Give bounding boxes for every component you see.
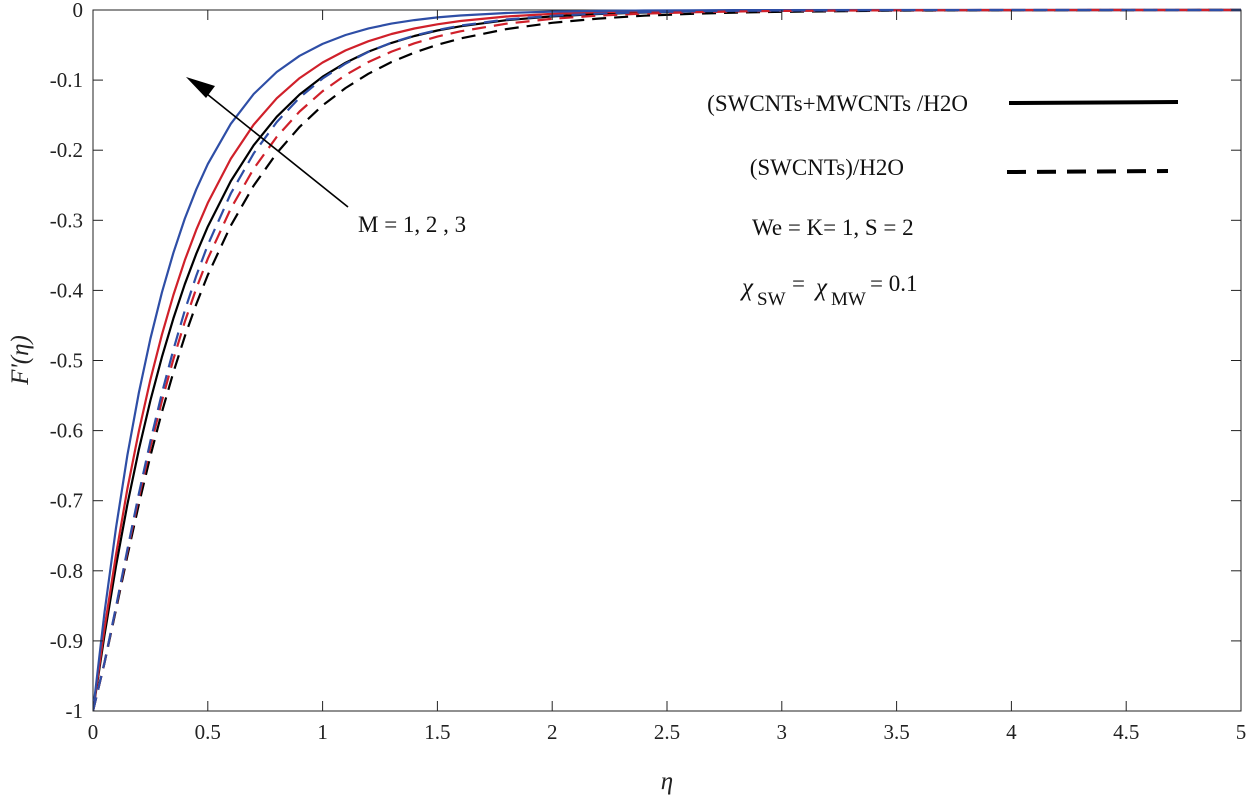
legend-label-swcnt: (SWCNTs)/H2O: [750, 155, 904, 180]
x-tick-label-1: 0.5: [195, 720, 221, 744]
x-tick-label-10: 5: [1236, 720, 1247, 744]
series-line-5-dashed: [93, 8, 1241, 711]
x-tick-label-0: 0: [88, 720, 99, 744]
series-line-4-dashed: [93, 8, 1241, 711]
chi-subscript-mw: MW: [831, 289, 866, 310]
y-tick-label-4: -0.4: [50, 278, 84, 302]
y-tick-label-7: -0.7: [50, 489, 83, 513]
y-tick-label-9: -0.9: [50, 629, 83, 653]
x-tick-label-4: 2: [547, 720, 558, 744]
plot-area: [92, 9, 1242, 712]
x-tick-label-5: 2.5: [654, 720, 680, 744]
x-tick-label-2: 1: [317, 720, 328, 744]
x-tick-label-7: 3.5: [883, 720, 909, 744]
legend: (SWCNTs+MWCNTs /H2O (SWCNTs)/H2O: [707, 91, 1179, 180]
x-axis-title: η: [661, 768, 673, 795]
y-tick-label-1: -0.1: [50, 68, 83, 92]
chi-value: = 0.1: [870, 271, 917, 296]
x-tick-label-6: 3: [777, 720, 788, 744]
chi-subscript-sw: SW: [757, 289, 786, 310]
series-line-3-solid: [93, 8, 1241, 711]
legend-line-solid: [1008, 100, 1179, 105]
m-arrow-label: M = 1, 2 , 3: [358, 212, 466, 237]
chi-symbol-sw: χ: [740, 274, 754, 301]
y-tick-label-10: -1: [66, 699, 84, 723]
m-arrow-shaft: [196, 85, 349, 208]
x-tick-label-9: 4.5: [1113, 720, 1139, 744]
series-line-6-dashed: [93, 8, 1241, 711]
y-tick-label-8: -0.8: [50, 559, 83, 583]
y-axis-title: F'(η): [7, 335, 34, 386]
series-layer: [93, 8, 1241, 711]
x-tick-label-8: 4: [1006, 720, 1017, 744]
x-tick-label-3: 1.5: [424, 720, 450, 744]
m-arrow: [186, 77, 349, 208]
params-label: We = K= 1, S = 2: [752, 215, 914, 240]
y-tick-label-6: -0.6: [50, 419, 83, 443]
chi-label: χ SW = χ MW = 0.1: [740, 271, 917, 310]
y-tick-label-2: -0.2: [50, 138, 83, 162]
y-tick-label-3: -0.3: [50, 208, 83, 232]
chi-symbol-mw: χ: [814, 274, 828, 301]
ticks-layer: 0 0.5 1 1.5 2 2.5 3 3.5 4 4.5 5 0 -0.1 -0.2 -0.3 -0.4 -0…: [50, 0, 1247, 744]
m-arrow-head: [186, 77, 215, 98]
y-tick-label-0: 0: [73, 0, 84, 22]
legend-label-hybrid: (SWCNTs+MWCNTs /H2O: [707, 91, 968, 116]
legend-line-dashed: [1006, 169, 1169, 174]
y-tick-label-5: -0.5: [50, 349, 83, 373]
chi-equals: =: [792, 271, 805, 296]
